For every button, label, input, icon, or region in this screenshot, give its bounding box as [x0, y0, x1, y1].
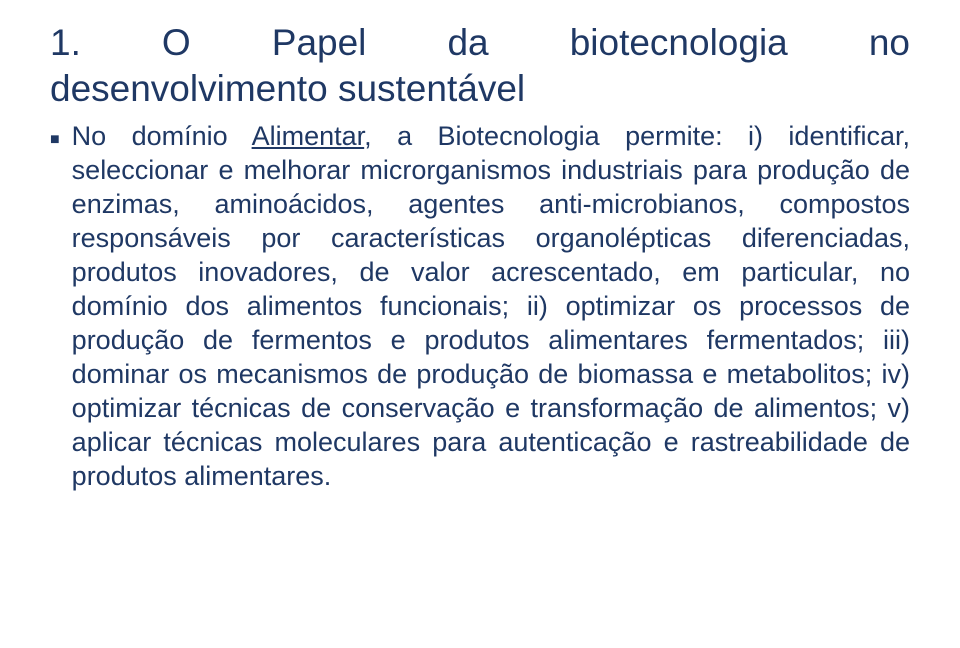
heading-word: Papel: [272, 20, 367, 66]
heading-word: biotecnologia: [570, 20, 788, 66]
heading-line-1: 1. O Papel da biotecnologia no: [50, 20, 910, 66]
heading-word: 1.: [50, 20, 81, 66]
body-text-run: , a Biotecnologia permite: i) identifica…: [72, 121, 910, 491]
heading-word: da: [447, 20, 488, 66]
bullet-item: ■ No domínio Alimentar, a Biotecnologia …: [50, 119, 910, 493]
section-heading: 1. O Papel da biotecnologia no desenvolviment…: [50, 20, 910, 113]
body-text-run: No domínio: [72, 121, 252, 151]
square-bullet-icon: ■: [50, 131, 60, 149]
body-paragraph: No domínio Alimentar, a Biotecnologia pe…: [72, 119, 910, 493]
slide-page: 1. O Papel da biotecnologia no desenvolviment…: [0, 0, 960, 513]
heading-line-2: desenvolvimento sustentável: [50, 66, 910, 112]
underlined-term: Alimentar: [252, 121, 365, 151]
heading-word: no: [869, 20, 910, 66]
heading-word: O: [162, 20, 191, 66]
